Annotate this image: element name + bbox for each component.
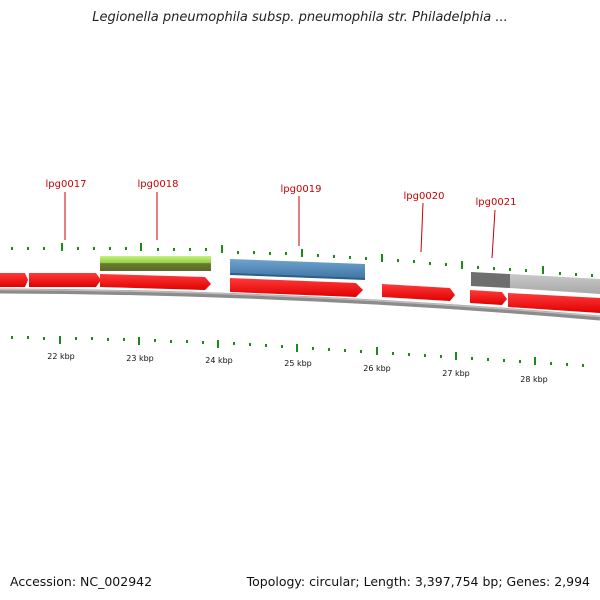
- gene-label-lpg0020[interactable]: lpg0020: [404, 191, 445, 202]
- gene-arrow[interactable]: [230, 278, 363, 297]
- scale-label-23kbp: 23 kbp: [126, 354, 154, 363]
- gene-labels: lpg0017 lpg0018 lpg0019 lpg0020 lpg0021: [46, 179, 517, 208]
- scale-label-24kbp: 24 kbp: [205, 356, 233, 365]
- scale-labels: 22 kbp 23 kbp 24 kbp 25 kbp 26 kbp 27 kb…: [47, 352, 548, 384]
- gene-label-lines: [64, 192, 496, 259]
- gene-label-lpg0019[interactable]: lpg0019: [281, 184, 322, 195]
- gene-arrow[interactable]: [382, 284, 455, 301]
- accession-text: Accession: NC_002942: [10, 574, 153, 589]
- genome-backbone: [0, 288, 600, 321]
- highlight-feature-green[interactable]: [100, 256, 211, 271]
- upper-tick-row: [11, 243, 593, 277]
- genome-title: Legionella pneumophila subsp. pneumophil…: [92, 10, 508, 25]
- gene-label-lpg0021[interactable]: lpg0021: [476, 197, 517, 208]
- gene-arrow[interactable]: [29, 273, 101, 287]
- scale-label-25kbp: 25 kbp: [284, 359, 312, 368]
- lower-tick-row: [11, 336, 584, 367]
- scale-label-26kbp: 26 kbp: [363, 364, 391, 373]
- scale-label-28kbp: 28 kbp: [520, 375, 548, 384]
- genome-summary-text: Topology: circular; Length: 3,397,754 bp…: [246, 574, 590, 589]
- gene-track: [0, 273, 600, 313]
- gene-label-lpg0018[interactable]: lpg0018: [138, 179, 179, 190]
- gene-arrow[interactable]: [0, 273, 28, 287]
- gene-arrow[interactable]: [100, 274, 211, 290]
- gene-label-lpg0017[interactable]: lpg0017: [46, 179, 87, 190]
- gene-arrow[interactable]: [508, 293, 600, 313]
- highlight-feature-blue[interactable]: [229, 259, 366, 280]
- scale-label-27kbp: 27 kbp: [442, 369, 470, 378]
- gene-arrow[interactable]: [470, 290, 507, 305]
- highlight-feature-gray[interactable]: [471, 272, 600, 294]
- scale-label-22kbp: 22 kbp: [47, 352, 75, 361]
